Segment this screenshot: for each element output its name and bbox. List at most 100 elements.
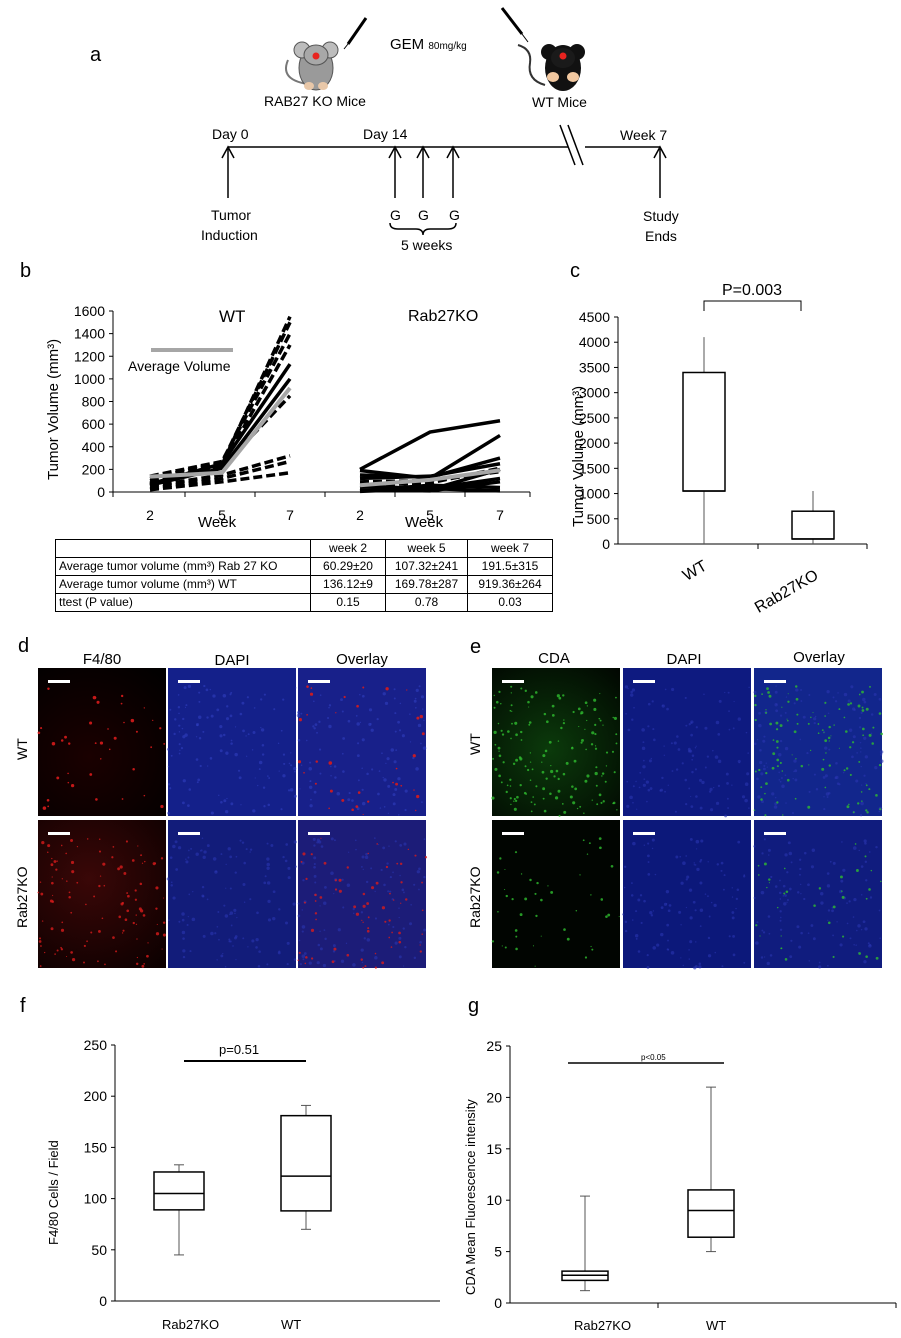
chart-f-xtick-ko: Rab27KO — [162, 1317, 220, 1332]
table-cell: week 7 — [467, 539, 553, 558]
series-line — [359, 468, 501, 488]
panel-label-c: c — [570, 260, 580, 282]
box — [687, 1189, 735, 1238]
series-line — [149, 471, 291, 492]
y-tick-label: 0 — [602, 536, 610, 552]
y-tick-label: 200 — [84, 1088, 108, 1104]
table-cell: 0.03 — [467, 593, 553, 612]
table-cell: 107.32±241 — [385, 557, 468, 576]
x-tick-label: 2 — [146, 507, 154, 523]
y-tick-label: 25 — [486, 1038, 502, 1054]
ends-label: Ends — [645, 228, 677, 244]
y-tick-label: 1600 — [74, 303, 105, 319]
chart-f-pvalue: p=0.51 — [219, 1042, 260, 1057]
table-cell: 169.78±287 — [385, 575, 468, 594]
table-cell: 191.5±315 — [467, 557, 553, 576]
rab27ko-mice-label: RAB27 KO Mice — [264, 93, 366, 109]
cda-box-chart: 0 5 10 15 20 25 — [486, 1038, 897, 1311]
panel-label-e: e — [470, 636, 482, 658]
chart-b-xlabel-2: Week — [405, 514, 444, 531]
table-cell: 919.36±264 — [467, 575, 553, 594]
scale-bar — [308, 832, 330, 835]
x-tick-label: 7 — [286, 507, 294, 523]
scale-bar — [633, 680, 655, 683]
y-tick-label: 150 — [84, 1139, 108, 1155]
table-cell: Average tumor volume (mm³) Rab 27 KO — [55, 557, 311, 576]
panel-d-row-wt: WT — [14, 738, 30, 760]
y-tick-label: 15 — [486, 1141, 502, 1157]
chart-b-xlabel-1: Week — [198, 514, 237, 531]
panel-e-col-cda: CDA — [538, 650, 570, 667]
series-line — [359, 419, 501, 471]
table-row: ttest (P value) 0.15 0.78 0.03 — [55, 593, 553, 612]
box — [280, 1114, 332, 1212]
scale-bar — [502, 680, 524, 683]
table-cell: ttest (P value) — [55, 593, 311, 612]
y-tick-label: 100 — [84, 1191, 108, 1207]
week7-label: Week 7 — [620, 127, 668, 143]
syringe-left-icon — [343, 17, 368, 50]
y-tick-label: 5 — [494, 1244, 502, 1260]
micrograph-d-wt-f480 — [38, 668, 166, 816]
tumor-label: Tumor — [211, 207, 251, 223]
syringe-right-icon — [500, 7, 529, 43]
series-line — [149, 377, 292, 487]
series-line — [149, 315, 292, 487]
panel-e-col-dapi: DAPI — [666, 651, 702, 668]
series-line — [149, 459, 291, 491]
micrograph-d-wt-dapi — [168, 668, 296, 816]
panel-d-row-ko: Rab27KO — [14, 866, 30, 928]
table-cell: 60.29±20 — [310, 557, 386, 576]
y-tick-label: 200 — [82, 461, 106, 477]
tumor-volume-box-chart: 0 500 1000 1500 2000 2500 3000 3500 4000 4500 — [579, 300, 868, 552]
y-tick-label: 1200 — [74, 348, 105, 364]
study-label: Study — [643, 208, 679, 224]
y-tick-label: 4500 — [579, 309, 610, 325]
x-tick-label: 7 — [496, 507, 504, 523]
chart-f-xtick-wt: WT — [281, 1317, 302, 1332]
y-tick-label: 10 — [486, 1192, 502, 1208]
panel-label-b: b — [20, 260, 32, 282]
g-label-2: G — [418, 207, 429, 223]
chart-c-pvalue: P=0.003 — [722, 282, 783, 299]
y-tick-label: 4000 — [579, 334, 610, 350]
gem-dose: 80mg/kg — [428, 41, 467, 52]
table-cell: week 2 — [310, 539, 386, 558]
y-tick-label: 20 — [486, 1089, 502, 1105]
micrograph-d-ko-dapi — [168, 820, 296, 968]
micrograph-e-wt-dapi — [623, 668, 751, 816]
chart-b-legend-label: Average Volume — [128, 358, 231, 374]
chart-g-ylabel: CDA Mean Fluorescence intensity — [463, 1099, 478, 1295]
y-tick-label: 0 — [97, 484, 105, 500]
scale-bar — [308, 680, 330, 683]
series-line — [149, 321, 292, 481]
series-line — [359, 486, 501, 494]
timeline-diagram — [221, 7, 667, 236]
gem-text: GEM — [390, 36, 425, 53]
table-header-row: week 2 week 5 week 7 — [55, 539, 553, 558]
y-tick-label: 0 — [494, 1295, 502, 1311]
chart-c-ylabel: Tumor Volume (mm³) — [570, 385, 587, 527]
box — [682, 371, 726, 492]
box — [791, 510, 835, 540]
significance-bracket — [703, 300, 802, 311]
box — [153, 1171, 205, 1211]
scale-bar — [48, 832, 70, 835]
micrograph-d-ko-overlay — [298, 820, 426, 968]
y-tick-label: 400 — [82, 439, 106, 455]
micrograph-d-wt-overlay — [298, 668, 426, 816]
y-tick-label: 800 — [82, 394, 106, 410]
table-cell: Average tumor volume (mm³) WT — [55, 575, 311, 594]
panel-label-f: f — [20, 995, 26, 1017]
y-tick-label: 1000 — [74, 371, 105, 387]
panel-e-row-wt: WT — [467, 733, 483, 755]
panel-d-col-overlay: Overlay — [336, 651, 388, 668]
scale-bar — [178, 832, 200, 835]
day14-label: Day 14 — [363, 126, 408, 142]
y-tick-label: 50 — [91, 1242, 107, 1258]
table-cell: week 5 — [385, 539, 468, 558]
chart-b-wt-title: WT — [219, 307, 246, 326]
y-tick-label: 1500 — [579, 460, 610, 476]
chart-g-pvalue: p<0.05 — [641, 1053, 666, 1062]
panel-e-row-ko: Rab27KO — [467, 866, 483, 928]
